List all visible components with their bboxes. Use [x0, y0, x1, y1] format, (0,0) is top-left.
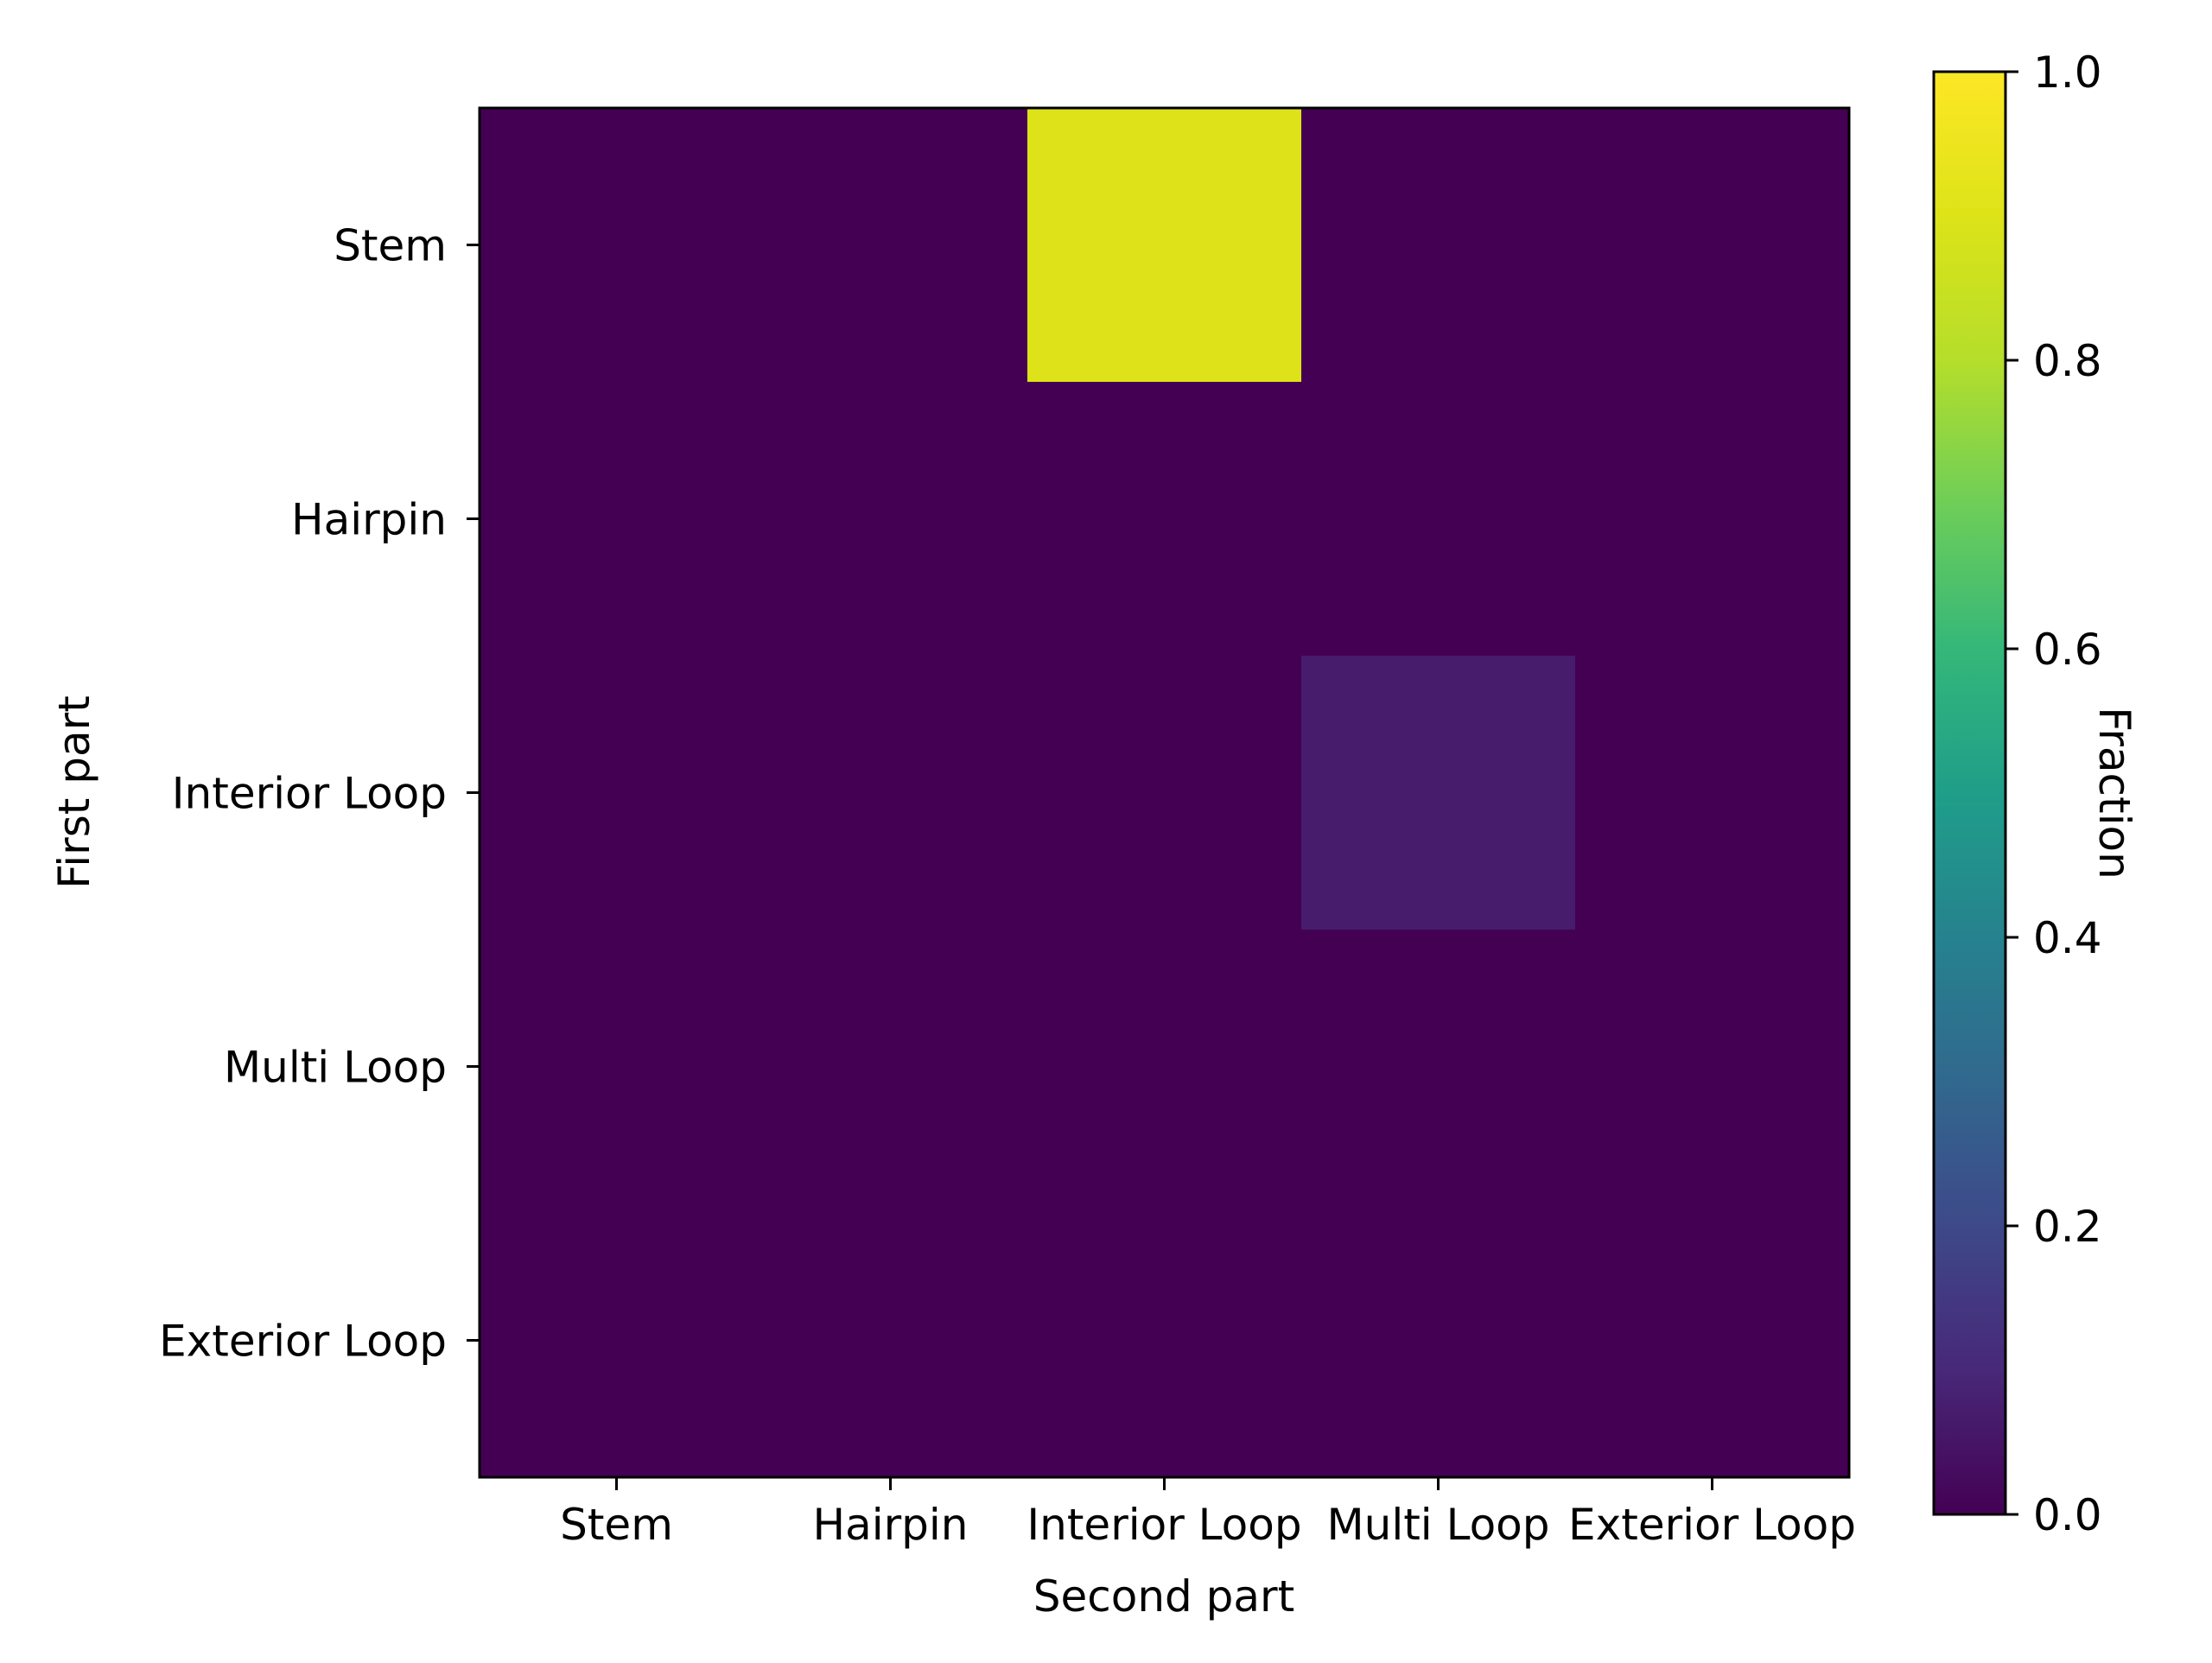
- y-axis-label: First part: [49, 695, 99, 889]
- cell-multi-loop-interior-loop: [1027, 930, 1302, 1204]
- colorbar-tick-label: 0.8: [2033, 336, 2102, 386]
- y-tick-label: Stem: [334, 221, 447, 271]
- y-tick-label: Exterior Loop: [159, 1317, 447, 1367]
- cell-hairpin-multi-loop: [1301, 382, 1576, 657]
- cell-exterior-loop-interior-loop: [1027, 1203, 1302, 1478]
- cell-exterior-loop-stem: [480, 1203, 754, 1478]
- cell-interior-loop-interior-loop: [1027, 656, 1302, 930]
- cell-stem-stem: [480, 108, 754, 383]
- cell-exterior-loop-exterior-loop: [1575, 1203, 1850, 1478]
- colorbar-tick-label: 1.0: [2033, 48, 2102, 98]
- cell-stem-multi-loop: [1301, 108, 1576, 383]
- cell-interior-loop-hairpin: [753, 656, 1028, 930]
- cell-multi-loop-hairpin: [753, 930, 1028, 1204]
- colorbar: 0.0 0.2 0.4 0.6 0.8 1.0 Fraction: [1932, 48, 2139, 1540]
- colorbar-tick-label: 0.4: [2033, 913, 2102, 963]
- cell-multi-loop-exterior-loop: [1575, 930, 1850, 1204]
- cell-stem-hairpin: [753, 108, 1028, 383]
- colorbar-ticks: 0.0 0.2 0.4 0.6 0.8 1.0: [2005, 48, 2102, 1540]
- cell-interior-loop-exterior-loop: [1575, 656, 1850, 930]
- cell-stem-exterior-loop: [1575, 108, 1850, 383]
- cell-hairpin-hairpin: [753, 382, 1028, 657]
- colorbar-gradient: [1932, 70, 2007, 1516]
- cell-stem-interior-loop: [1027, 108, 1302, 383]
- colorbar-label: Fraction: [2089, 707, 2139, 879]
- cell-multi-loop-stem: [480, 930, 754, 1204]
- x-tick-label: Stem: [560, 1500, 673, 1550]
- y-tick-label: Multi Loop: [224, 1043, 447, 1093]
- x-tick-label: Exterior Loop: [1568, 1500, 1856, 1550]
- colorbar-tick-label: 0.0: [2033, 1490, 2102, 1540]
- y-tick-label: Hairpin: [291, 495, 447, 545]
- heatmap-cells: [480, 108, 1850, 1478]
- cell-exterior-loop-multi-loop: [1301, 1203, 1576, 1478]
- x-axis-label: Second part: [1033, 1571, 1294, 1622]
- cell-interior-loop-multi-loop: [1301, 656, 1576, 930]
- cell-hairpin-exterior-loop: [1575, 382, 1850, 657]
- cell-hairpin-interior-loop: [1027, 382, 1302, 657]
- x-tick-label: Interior Loop: [1027, 1500, 1301, 1550]
- cell-hairpin-stem: [480, 382, 754, 657]
- cell-interior-loop-stem: [480, 656, 754, 930]
- y-tick-label: Interior Loop: [172, 769, 447, 819]
- colorbar-tick-label: 0.6: [2033, 625, 2102, 675]
- x-tick-label: Multi Loop: [1326, 1500, 1549, 1550]
- x-tick-label: Hairpin: [812, 1500, 968, 1550]
- cell-multi-loop-multi-loop: [1301, 930, 1576, 1204]
- cell-exterior-loop-hairpin: [753, 1203, 1028, 1478]
- x-axis: Stem Hairpin Interior Loop Multi Loop Exteri…: [560, 1477, 1856, 1550]
- colorbar-tick-label: 0.2: [2033, 1202, 2102, 1252]
- y-axis: Stem Hairpin Interior Loop Multi Loop Exteri…: [159, 221, 480, 1367]
